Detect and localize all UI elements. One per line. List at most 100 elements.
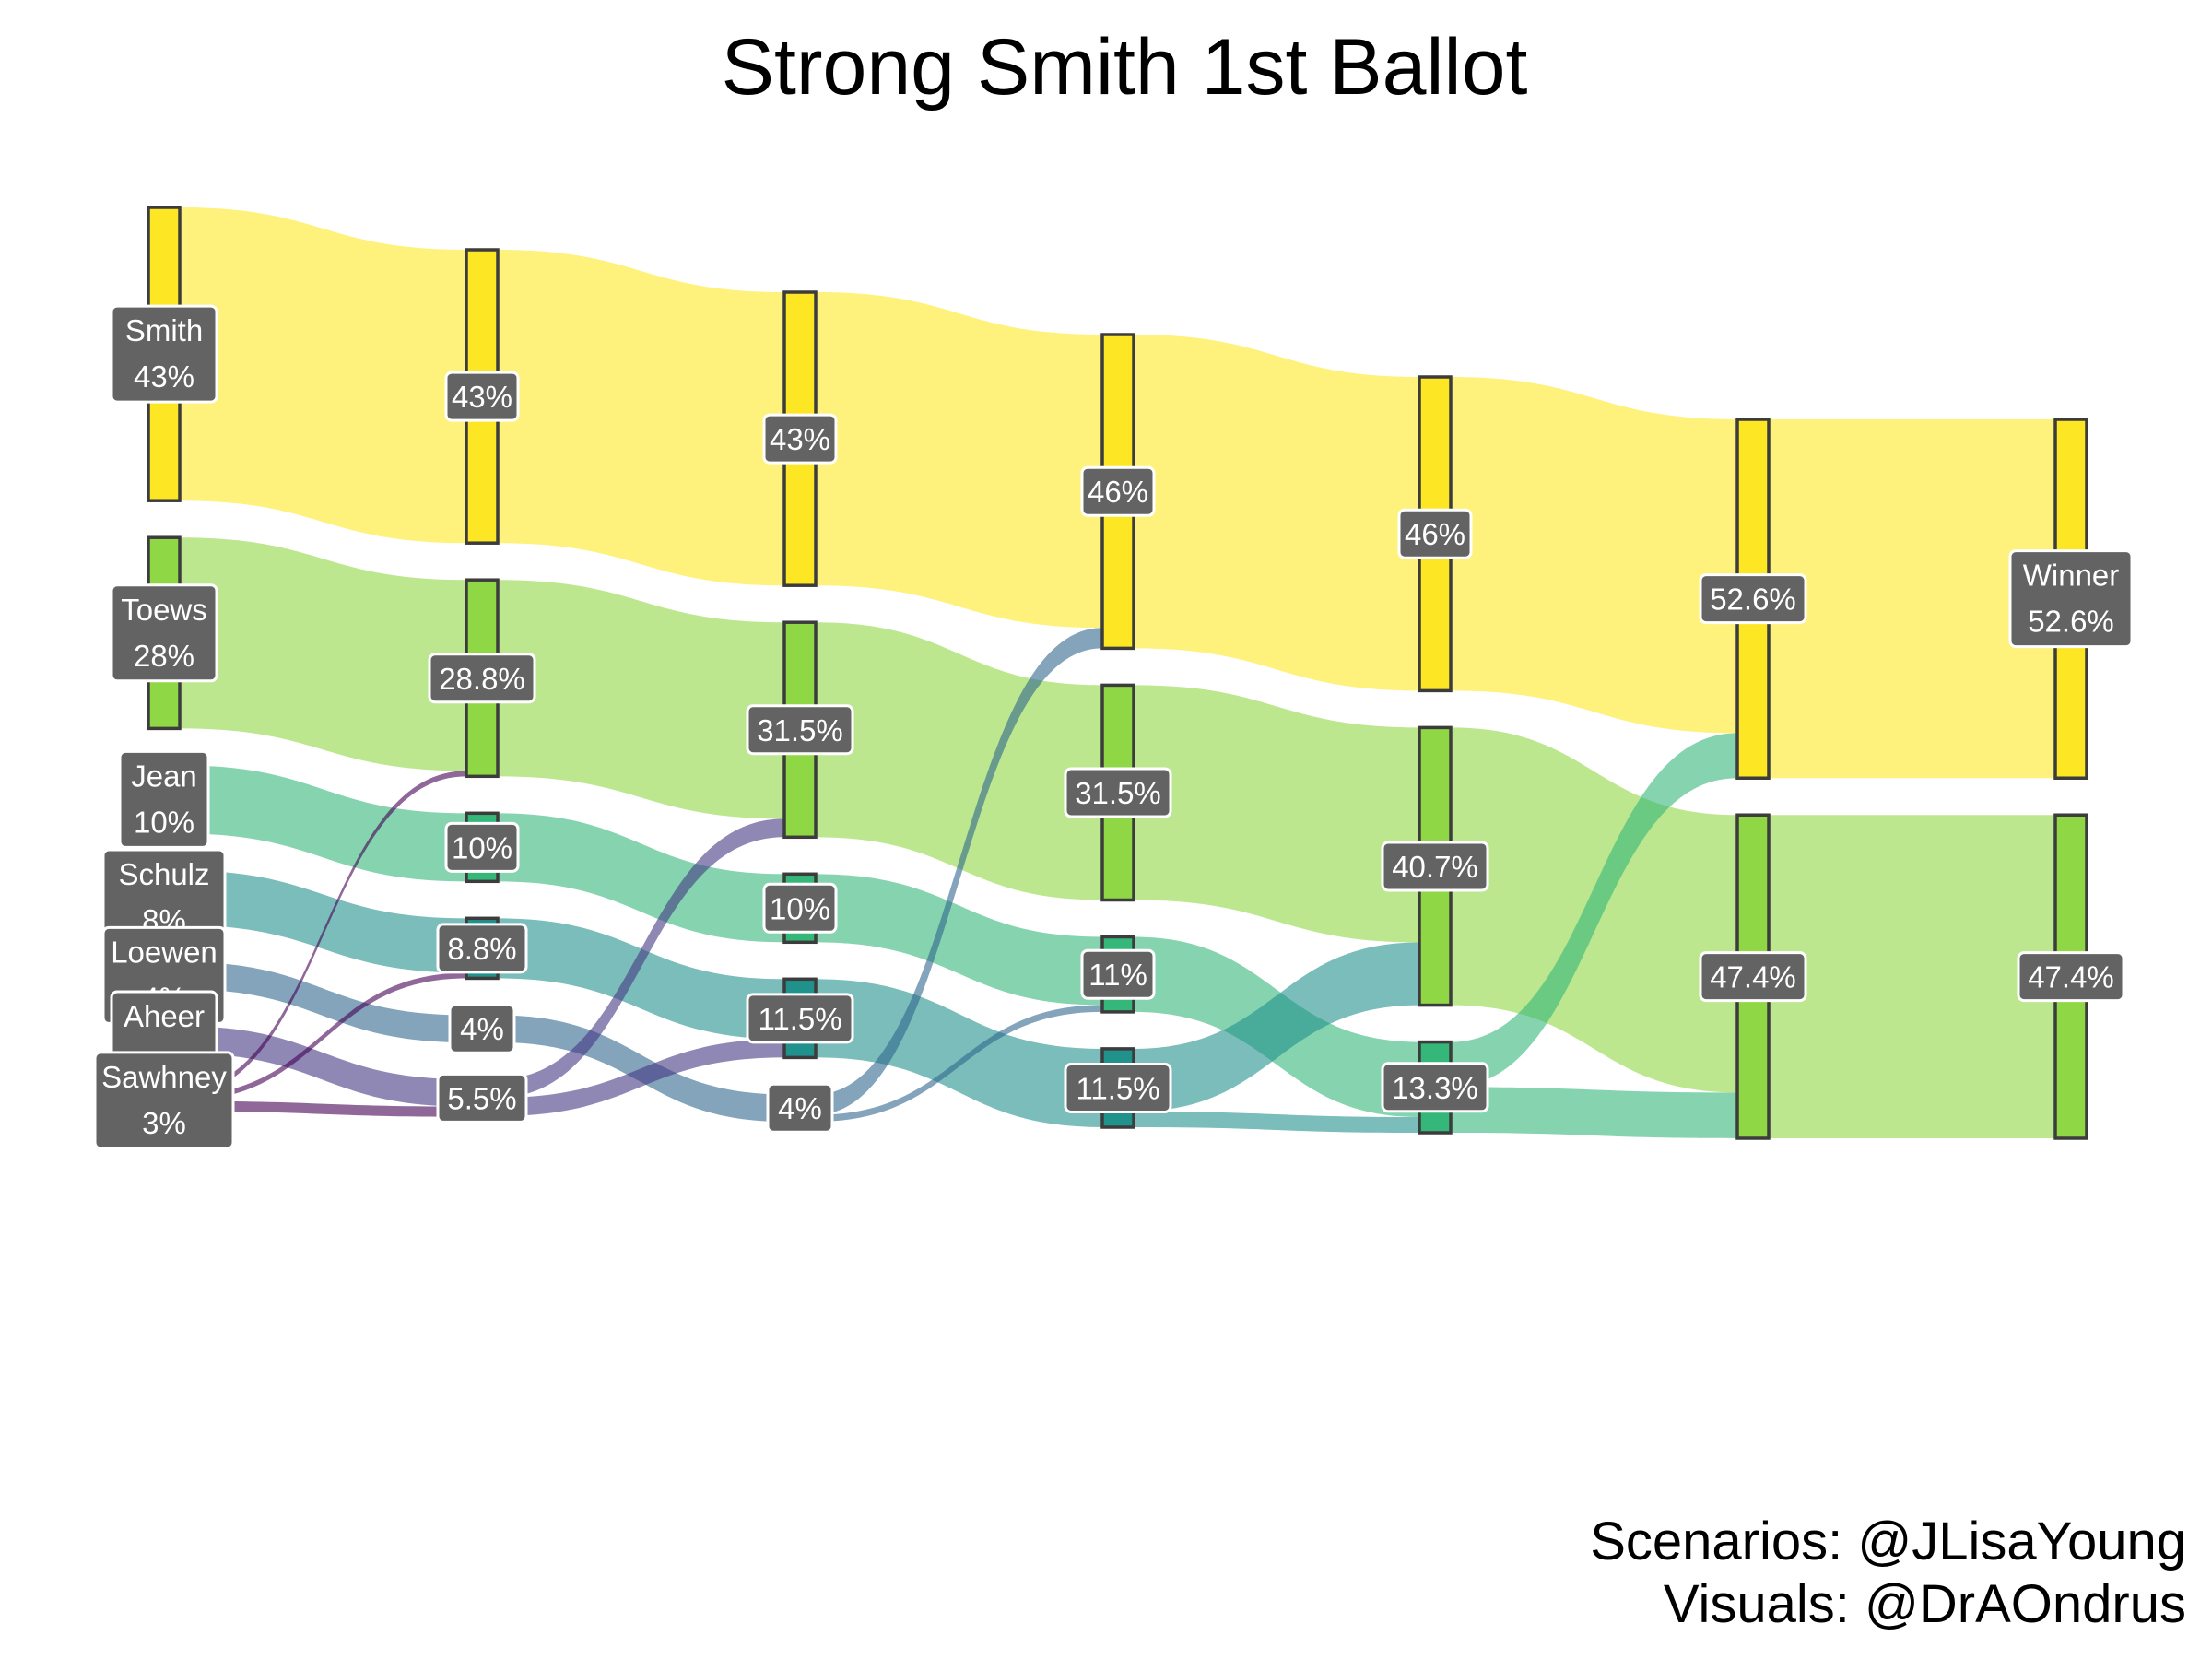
node-value-text: 3% <box>142 1106 186 1140</box>
label-box <box>444 371 520 422</box>
label-box <box>2008 549 2134 649</box>
label-box <box>1064 767 1172 818</box>
node-value-text: 28.8% <box>439 662 525 696</box>
node-value-text: 13.3% <box>1392 1071 1478 1105</box>
node-value-text: 46% <box>1405 517 1465 551</box>
label-box <box>766 1082 834 1134</box>
label-box <box>746 993 854 1044</box>
label-box <box>118 749 210 849</box>
flow-1-aheer-to-toews <box>498 818 784 1099</box>
node-label-0-smith: Smith 43% <box>110 304 218 404</box>
label-box <box>762 882 838 934</box>
node-label-0-toews: Toews 28% <box>110 583 218 683</box>
flow-0-sawhney-to-schulz <box>180 972 466 1101</box>
flow-3-smith-to-smith <box>1134 335 1419 691</box>
label-box <box>762 413 838 465</box>
node-label-4-jean: 13.3% <box>1381 1062 1489 1113</box>
node-name-text: Smith <box>125 313 203 347</box>
label-box <box>1080 948 1156 1000</box>
node-value-text: 11.5% <box>758 1002 841 1036</box>
label-box <box>436 923 528 974</box>
node-label-1-toews: 28.8% <box>428 653 536 704</box>
flow-1-jean-to-jean <box>498 813 784 943</box>
node-label-6-toews: 47.4% <box>2017 951 2125 1003</box>
node-label-0-jean: Jean 10% <box>118 749 210 849</box>
flow-2-loewen-to-smith <box>816 628 1102 1115</box>
node-label-3-schulz: 11.5% <box>1064 1062 1172 1113</box>
flow-3-schulz-to-toews <box>1134 942 1419 1112</box>
flow-4-smith-to-smith <box>1451 377 1737 734</box>
flow-4-jean-to-smith <box>1451 733 1737 1088</box>
label-box <box>110 304 218 404</box>
node-label-2-toews: 31.5% <box>746 704 854 756</box>
node-value-text: 43% <box>770 422 830 456</box>
node-value-text: 28% <box>134 639 194 673</box>
node-value-text: 11.5% <box>1076 1071 1159 1105</box>
node-value-text: 11% <box>1088 958 1147 992</box>
credit-visuals: Visuals: @DrAOndrus <box>1664 1574 2186 1634</box>
node-name-text: Aheer <box>124 999 205 1033</box>
node-value-text: 52.6% <box>2028 605 2114 639</box>
node-label-3-jean: 11% <box>1080 948 1156 1000</box>
label-box <box>1397 508 1473 559</box>
label-box <box>436 1072 528 1124</box>
label-box <box>1381 1062 1489 1113</box>
node-labels: Smith43%Toews28%Jean10%Schulz8%Loewen4%A… <box>93 304 2134 1150</box>
node-label-5-toews: 47.4% <box>1699 951 1807 1003</box>
label-box <box>93 1051 235 1150</box>
flow-1-aheer-to-schulz <box>498 1039 784 1116</box>
node-label-1-aheer: 5.5% <box>436 1072 528 1124</box>
label-box <box>1080 465 1156 517</box>
node-name-text: Loewen <box>111 935 218 969</box>
flow-3-schulz-to-jean <box>1134 1111 1419 1133</box>
label-box <box>1381 841 1489 892</box>
node-name-text: Schulz <box>118 857 209 891</box>
flow-links <box>180 207 2055 1138</box>
node-value-text: 40.7% <box>1392 850 1478 884</box>
label-box <box>448 1003 516 1054</box>
label-box <box>1699 951 1807 1003</box>
node-label-1-smith: 43% <box>444 371 520 422</box>
node-label-5-smith: 52.6% <box>1699 573 1807 625</box>
node-value-text: 31.5% <box>1075 776 1161 810</box>
flow-1-loewen-to-loewen <box>498 1015 784 1122</box>
node-label-6-smith: Winner 52.6% <box>2008 549 2134 649</box>
node-label-1-loewen: 4% <box>448 1003 516 1054</box>
node-name-text: Jean <box>131 759 197 793</box>
label-box <box>110 583 218 683</box>
flow-2-jean-to-jean <box>816 874 1102 1006</box>
label-box <box>1064 1062 1172 1113</box>
flow-0-toews-to-toews <box>180 537 466 771</box>
node-value-text: 4% <box>778 1091 822 1125</box>
label-box <box>2017 951 2125 1003</box>
node-value-text: 10% <box>770 891 830 925</box>
node-name-text: Winner <box>2023 559 2120 593</box>
chart-title: Strong Smith 1st Ballot <box>722 23 1528 112</box>
node-label-4-toews: 40.7% <box>1381 841 1489 892</box>
flow-2-schulz-to-schulz <box>816 979 1102 1127</box>
node-label-3-smith: 46% <box>1080 465 1156 517</box>
node-value-text: 52.6% <box>1710 582 1796 617</box>
flow-0-jean-to-jean <box>180 765 466 882</box>
node-label-2-loewen: 4% <box>766 1082 834 1134</box>
node-name-text: Sawhney <box>101 1060 227 1094</box>
node-value-text: 46% <box>1088 475 1148 509</box>
flow-0-aheer-to-aheer <box>180 1026 466 1107</box>
flow-4-jean-to-toews <box>1451 1087 1737 1138</box>
node-label-2-smith: 43% <box>762 413 838 465</box>
node-label-3-toews: 31.5% <box>1064 767 1172 818</box>
flow-2-smith-to-smith <box>816 292 1102 629</box>
flow-2-loewen-to-jean <box>816 1005 1102 1122</box>
node-label-2-schulz: 11.5% <box>746 993 854 1044</box>
node-label-4-smith: 46% <box>1397 508 1473 559</box>
node-value-text: 8.8% <box>447 932 516 966</box>
node-value-text: 47.4% <box>1710 960 1796 994</box>
node-label-0-sawhney: Sawhney 3% <box>93 1051 235 1150</box>
flow-5-smith-to-smith <box>1769 419 2055 779</box>
label-box <box>746 704 854 756</box>
node-value-text: 43% <box>134 359 194 394</box>
label-box <box>1699 573 1807 625</box>
flow-0-smith-to-smith <box>180 207 466 544</box>
node-value-text: 5.5% <box>447 1081 516 1115</box>
